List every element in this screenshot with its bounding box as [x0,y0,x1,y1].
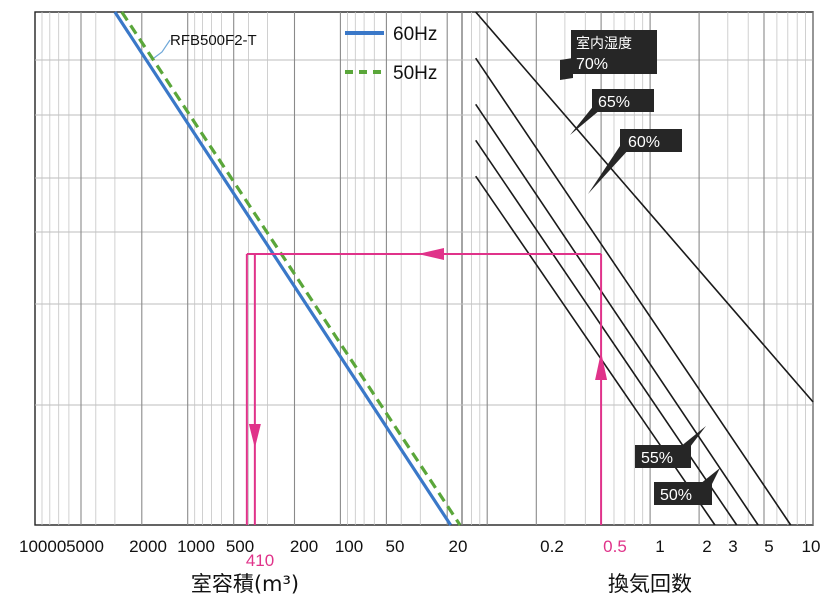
humidity-line [475,139,738,526]
humidity-callout-70 [560,58,573,80]
model-label: RFB500F2-T [170,32,257,49]
right-x-axis-title: 換気回数 [608,572,692,596]
left-tick-label: 1000 [177,537,215,556]
legend-label-60hz: 60Hz [393,24,437,45]
left-tick-label: 10000 [19,537,66,556]
left-x-ticks: 10000 5000 2000 1000 500 200 100 50 20 4… [19,537,467,570]
series-line-60hz [113,11,452,526]
series-line-50hz [120,11,462,526]
humidity-tag-55 [635,445,691,468]
humidity-tag-65 [592,89,654,112]
humidity-callout-50 [700,468,720,484]
left-x-axis-title: 室容積(m³) [191,572,299,596]
left-tick-label: 200 [290,537,318,556]
left-tick-label: 50 [386,537,405,556]
humidity-label-50: 50% [660,487,692,504]
humidity-label-60: 60% [628,134,660,151]
humidity-title: 室内湿度 [576,35,632,52]
example-arrow-down [248,424,261,448]
legend-label-50hz: 50Hz [393,63,437,84]
left-tick-label: 5000 [66,537,104,556]
model-callout-pointer [153,39,171,59]
humidity-label-65: 65% [598,94,630,111]
humidity-tag-60 [620,129,682,152]
chart-grid [34,11,814,526]
humidity-label-55: 55% [641,450,673,467]
example-arrow-left [418,248,444,260]
left-tick-label: 100 [335,537,363,556]
humidity-callout-60 [588,143,630,194]
right-tick-label: 5 [764,537,773,556]
humidity-line [475,103,759,526]
chart-lines [113,11,814,526]
legend: 60Hz 50Hz [345,24,437,84]
left-tick-label: 2000 [129,537,167,556]
humidity-labels: 室内湿度 70% 65% 60% 55% 50% [560,30,720,505]
humidity-label-70: 70% [576,56,608,73]
humidity-line [475,175,716,526]
right-x-ticks: 0.2 0.5 1 2 3 5 10 [540,537,820,556]
right-tick-label: 10 [802,537,821,556]
right-tick-label: 0.2 [540,537,564,556]
left-tick-label: 500 [226,537,254,556]
room-volume-highlight-label: 410 [246,551,274,570]
right-tick-label: 3 [728,537,737,556]
humidity-line [475,57,792,526]
model-callout: RFB500F2-T [153,32,257,59]
right-tick-label: 1 [655,537,664,556]
humidity-callout-55 [680,426,706,447]
left-tick-label: 20 [449,537,468,556]
right-tick-label: 2 [702,537,711,556]
humidity-tag-50 [654,482,712,505]
plot-frame [34,11,814,526]
humidity-line [475,11,814,403]
example-arrow-up [595,352,608,380]
humidity-tag-70 [571,30,657,74]
air-change-highlight-label: 0.5 [603,537,627,556]
